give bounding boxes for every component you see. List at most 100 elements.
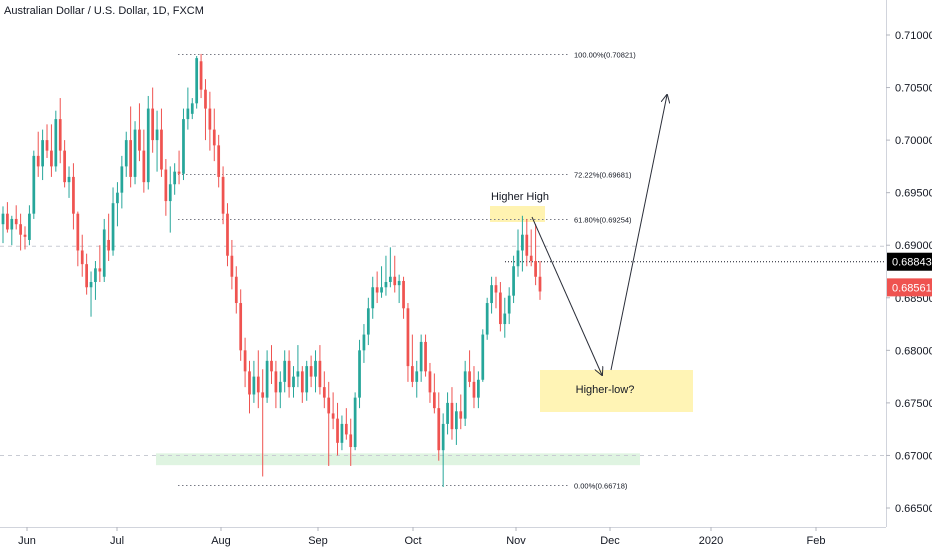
x-tick-label: Oct <box>404 535 421 547</box>
candle-body <box>512 266 515 296</box>
y-tick-label: 0.71000 <box>895 30 932 42</box>
current-price-label: 0.68843 <box>892 257 932 269</box>
candle-body <box>41 140 44 167</box>
candle-body <box>318 360 322 388</box>
candle-body <box>432 392 436 409</box>
fib-level-label: 0.00%(0.66718) <box>574 482 628 491</box>
candle-body <box>270 360 273 372</box>
fib-level-label: 61.80%(0.69254) <box>574 216 632 225</box>
candle-body <box>327 397 331 414</box>
candle-body <box>63 150 66 183</box>
candle-body <box>292 376 295 388</box>
candle-body <box>45 140 49 151</box>
last-price-tag <box>887 278 932 297</box>
candle-body <box>98 268 102 272</box>
candle-body <box>195 58 199 104</box>
candle-body <box>155 129 159 141</box>
candle-body <box>296 371 300 377</box>
candle-body <box>23 234 27 237</box>
candle-body <box>28 213 31 240</box>
candle-body <box>32 155 36 214</box>
candle-body <box>336 418 339 443</box>
candle-body <box>309 366 313 377</box>
candle-body <box>177 171 181 174</box>
candle-body <box>494 285 498 293</box>
candle-body <box>76 213 80 251</box>
candle-body <box>516 250 520 267</box>
candle-body <box>186 108 190 120</box>
x-tick-label: Jun <box>18 535 36 547</box>
candle-body <box>182 119 185 174</box>
candle-body <box>450 402 454 430</box>
fib-level-label: 72.22%(0.69681) <box>574 171 632 180</box>
candle-body <box>217 145 221 177</box>
candle-body <box>212 129 216 146</box>
candle-body <box>256 376 260 393</box>
candle-body <box>1 213 5 225</box>
candle-body <box>384 282 388 288</box>
y-tick-label: 0.69500 <box>895 188 932 200</box>
candle-body <box>331 413 335 419</box>
fib-level-label: 100.00%(0.70821) <box>574 51 636 60</box>
candle-body <box>499 292 502 325</box>
y-tick-label: 0.67000 <box>895 450 932 462</box>
x-tick-label: 2020 <box>699 535 723 547</box>
y-tick-label: 0.68000 <box>895 345 932 357</box>
candle-body <box>283 360 287 382</box>
candle-body <box>362 334 366 351</box>
candle-body <box>388 276 392 283</box>
candle-body <box>89 282 93 288</box>
support-zone <box>156 453 640 466</box>
candle-body <box>393 276 397 286</box>
candle-body <box>446 402 449 424</box>
candle-body <box>50 150 53 167</box>
candle-body <box>120 166 124 193</box>
candle-body <box>380 287 383 293</box>
candle-body <box>190 103 194 114</box>
candle-body <box>468 371 471 382</box>
candle-body <box>402 280 405 309</box>
candle-body <box>124 140 128 167</box>
candle-body <box>503 313 507 325</box>
current-price-tag <box>887 252 932 271</box>
up-arrow <box>610 95 667 371</box>
x-tick-label: Feb <box>807 535 826 547</box>
candle-body <box>300 371 304 393</box>
candle-body <box>287 360 291 388</box>
candle-body <box>67 176 71 183</box>
higher-high-annotation: Higher High <box>491 191 549 203</box>
candle-body <box>252 376 256 395</box>
last-price-label: 0.68561 <box>892 282 932 294</box>
candle-body <box>371 287 375 309</box>
candle-body <box>199 61 203 90</box>
candle-body <box>521 234 524 251</box>
candle-body <box>406 308 410 367</box>
higher-low-annotation: Higher-low? <box>576 384 635 396</box>
candle-body <box>133 129 137 177</box>
candle-body <box>151 108 155 141</box>
candle-body <box>116 192 119 204</box>
candle-body <box>410 366 414 382</box>
candle-body <box>58 119 62 151</box>
candle-body <box>375 287 379 293</box>
candle-body <box>243 350 247 372</box>
candle-body <box>322 387 326 398</box>
x-tick-label: Dec <box>600 535 620 547</box>
y-tick-label: 0.69000 <box>895 240 932 252</box>
candle-body <box>424 341 427 372</box>
candle-body <box>261 392 265 398</box>
higher-high-highlight <box>490 206 545 222</box>
candle-body <box>146 108 150 183</box>
candle-body <box>10 218 14 230</box>
candle-body <box>239 303 243 351</box>
candle-body <box>160 129 163 170</box>
candle-body <box>525 234 529 256</box>
candle-body <box>472 381 476 398</box>
candle-body <box>340 423 344 443</box>
candle-body <box>455 411 458 430</box>
candle-body <box>230 255 234 277</box>
candle-body <box>274 371 278 393</box>
candle-body <box>221 176 225 214</box>
candle-body <box>80 250 84 265</box>
